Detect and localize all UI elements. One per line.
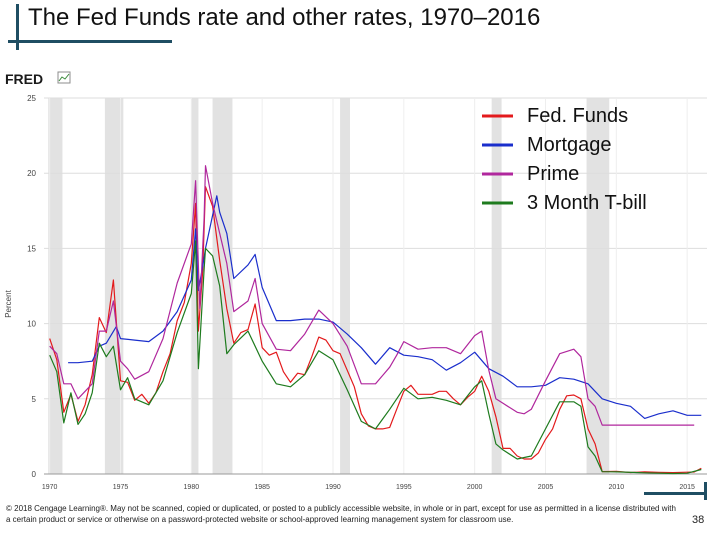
series-line-2 [49, 165, 695, 426]
x-tick-label-2005: 2005 [538, 484, 554, 491]
fred-logo-text: FRED [5, 71, 43, 87]
fred-logo-graph-icon [57, 71, 71, 84]
recession-band-4 [340, 98, 350, 474]
x-tick-label-1990: 1990 [325, 484, 341, 491]
recession-band-5 [491, 98, 502, 474]
chart-container: FRED 0 5 10 15 20 25 1970 1975 1980 1985 1990 1995 2… [0, 64, 712, 494]
legend-label-0: Fed. Funds [527, 105, 628, 127]
series-lines [49, 165, 702, 475]
copyright-notice: © 2018 Cengage Learning®. May not be sca… [6, 504, 676, 524]
x-tick-label-1985: 1985 [254, 484, 270, 491]
y-tick-label-25: 25 [27, 94, 36, 103]
title-accent-bar [16, 4, 19, 50]
y-tick-label-15: 15 [27, 244, 36, 253]
x-tick-label-1980: 1980 [184, 484, 200, 491]
axes: 0 5 10 15 20 25 1970 1975 1980 1985 1990 1995 2000 20… [27, 94, 707, 491]
legend-label-2: Prime [527, 163, 579, 185]
x-tick-label-2010: 2010 [609, 484, 625, 491]
fred-logo: FRED [5, 71, 71, 87]
y-tick-label-5: 5 [32, 395, 37, 404]
series-line-1 [68, 195, 702, 419]
recession-band-6 [586, 98, 610, 474]
y-axis-label: Percent [4, 289, 13, 317]
x-tick-label-1970: 1970 [42, 484, 58, 491]
corner-accent-bar [644, 492, 706, 495]
legend-label-3: 3 Month T-bill [527, 192, 647, 214]
fred-chart: FRED 0 5 10 15 20 25 1970 1975 1980 1985 1990 1995 2… [0, 64, 712, 494]
page-number: 38 [692, 514, 705, 526]
corner-accent-tick [704, 482, 707, 500]
x-tick-label-1995: 1995 [396, 484, 412, 491]
recession-bands [48, 98, 610, 474]
y-tick-label-10: 10 [27, 320, 36, 329]
series-line-3 [49, 240, 702, 475]
title-underline [8, 40, 172, 43]
legend-label-1: Mortgage [527, 134, 612, 156]
y-tick-label-0: 0 [32, 470, 37, 479]
x-tick-label-1975: 1975 [113, 484, 129, 491]
chart-legend: Fed. Funds Mortgage Prime 3 Month T-bill [482, 105, 647, 214]
recession-band-2 [191, 98, 199, 474]
fred-logo-graph-line [58, 73, 70, 82]
recession-band-0 [48, 98, 63, 474]
x-tick-label-2015: 2015 [679, 484, 695, 491]
y-tick-label-20: 20 [27, 169, 36, 178]
x-tick-label-2000: 2000 [467, 484, 483, 491]
recession-band-3 [212, 98, 233, 474]
slide-title: The Fed Funds rate and other rates, 1970… [28, 4, 541, 31]
